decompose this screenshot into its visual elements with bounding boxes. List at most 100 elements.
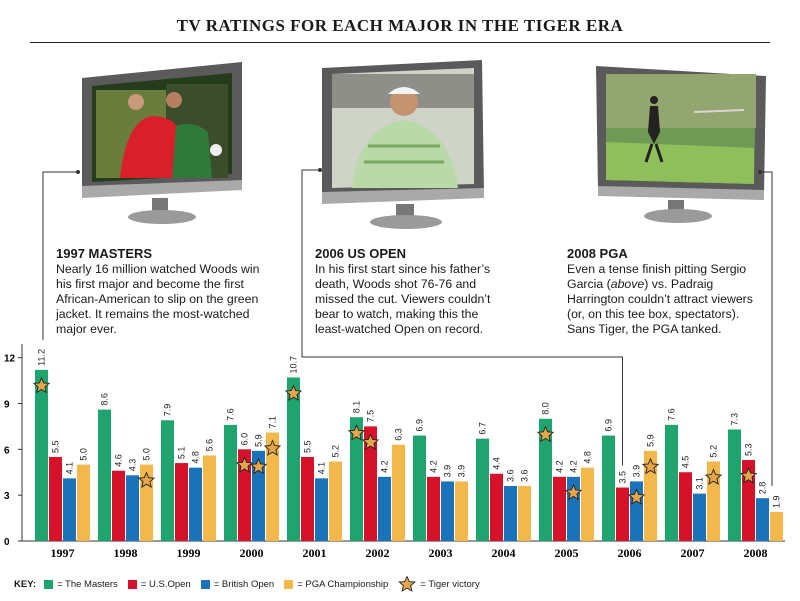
data-label: 3.1 bbox=[695, 477, 705, 490]
star-icon bbox=[361, 433, 380, 450]
bar-british-2004 bbox=[504, 485, 517, 541]
data-label: 4.3 bbox=[128, 459, 138, 472]
bar-usopen-2002 bbox=[364, 426, 377, 541]
x-tick-label: 2001 bbox=[303, 546, 327, 560]
bar-usopen-1997 bbox=[49, 456, 62, 541]
bar-usopen-2000 bbox=[238, 449, 251, 541]
data-label: 3.9 bbox=[632, 465, 642, 478]
data-label: 6.9 bbox=[415, 419, 425, 432]
bars bbox=[35, 369, 783, 541]
bar-usopen-2007 bbox=[679, 472, 692, 541]
star-icon bbox=[739, 466, 758, 484]
callout-heading: 1997 MASTERS bbox=[56, 246, 153, 261]
x-tick-label: 1999 bbox=[177, 546, 201, 560]
bar-pga-2005 bbox=[581, 467, 594, 541]
star-icon bbox=[284, 384, 303, 401]
bar-masters-2008 bbox=[728, 429, 741, 541]
legend-swatch-pga bbox=[284, 579, 294, 589]
callout-heading: 2008 PGA bbox=[567, 246, 628, 261]
data-label: 3.9 bbox=[443, 465, 453, 478]
data-label: 3.9 bbox=[457, 465, 467, 478]
data-label: 6.3 bbox=[394, 428, 404, 441]
star-icon bbox=[263, 439, 282, 456]
bar-pga-2001 bbox=[329, 461, 342, 541]
bar-pga-1997 bbox=[77, 464, 90, 541]
bar-british-2000 bbox=[252, 450, 265, 541]
data-label: 3.6 bbox=[520, 469, 530, 482]
x-tick-label: 2000 bbox=[240, 546, 264, 560]
connector-dot bbox=[76, 170, 80, 174]
callout-heading: 2006 US OPEN bbox=[315, 246, 407, 261]
x-tick-label: 2002 bbox=[366, 546, 390, 560]
legend-label-british: = British Open bbox=[213, 578, 275, 590]
bar-usopen-1999 bbox=[175, 463, 188, 541]
data-label: 5.2 bbox=[331, 445, 341, 458]
data-label: 1.9 bbox=[772, 495, 782, 508]
bar-usopen-2004 bbox=[490, 473, 503, 541]
x-tick-label: 2007 bbox=[681, 546, 705, 560]
bar-british-1999 bbox=[189, 467, 202, 541]
star-icon bbox=[627, 488, 646, 505]
callout-2008-pga: 2008 PGA Even a tense finish pitting Ser… bbox=[567, 246, 753, 337]
bar-usopen-1998 bbox=[112, 470, 125, 541]
x-tick-label: 1998 bbox=[114, 546, 138, 560]
star-icon bbox=[641, 457, 660, 475]
data-label: 4.2 bbox=[429, 460, 439, 473]
data-label: 8.0 bbox=[541, 402, 551, 415]
bar-british-2007 bbox=[693, 493, 706, 541]
data-label: 5.2 bbox=[709, 445, 719, 458]
legend-label-tiger: = Tiger victory bbox=[420, 578, 480, 590]
data-label: 4.8 bbox=[583, 451, 593, 464]
star-icon bbox=[32, 376, 51, 394]
callout-body: In his first start since his father’s de… bbox=[315, 262, 491, 336]
y-tick-label: 12 bbox=[4, 354, 16, 365]
x-tick-label: 2003 bbox=[429, 546, 453, 560]
legend-swatch-british bbox=[200, 579, 210, 589]
data-label: 4.2 bbox=[555, 460, 565, 473]
data-label: 5.9 bbox=[254, 434, 264, 447]
data-label: 8.1 bbox=[352, 401, 362, 414]
callout-body-part: ) vs. Padraig Harrington couldn’t attrac… bbox=[567, 277, 753, 336]
tv-icon bbox=[322, 60, 484, 229]
bar-masters-2005 bbox=[539, 418, 552, 541]
data-label: 11.2 bbox=[37, 349, 47, 366]
data-label: 7.1 bbox=[268, 416, 278, 429]
bar-masters-2007 bbox=[665, 424, 678, 541]
data-label: 7.9 bbox=[163, 404, 173, 417]
bar-masters-2002 bbox=[350, 417, 363, 541]
x-axis-labels: 1997 1998 1999 2000 2001 2002 2003 2004 2005 2006… bbox=[51, 546, 768, 560]
bar-pga-2003 bbox=[455, 481, 468, 541]
star-icon bbox=[235, 456, 254, 473]
tv-icon bbox=[82, 62, 242, 224]
legend-label-pga: = PGA Championship bbox=[297, 578, 389, 590]
star-icon bbox=[398, 576, 417, 592]
data-label: 5.3 bbox=[744, 444, 754, 457]
bar-british-2001 bbox=[315, 478, 328, 541]
connector-2006 bbox=[301, 169, 623, 466]
bar-usopen-2005 bbox=[553, 476, 566, 541]
callout-body-part: Even a tense finish pitting Sergio Garci… bbox=[567, 262, 747, 291]
data-label: 4.2 bbox=[380, 460, 390, 473]
bar-masters-1997 bbox=[35, 369, 48, 541]
data-label: 5.6 bbox=[205, 439, 215, 452]
tiger-victory-markers bbox=[32, 376, 758, 505]
star-icon bbox=[564, 483, 583, 501]
bar-masters-2000 bbox=[224, 424, 237, 541]
star-icon bbox=[704, 468, 723, 485]
y-tick-label: 6 bbox=[4, 445, 10, 456]
data-label: 5.0 bbox=[142, 448, 152, 461]
star-icon bbox=[249, 457, 268, 475]
star-icon bbox=[536, 425, 555, 443]
connector-1997 bbox=[42, 171, 78, 340]
callout-connectors bbox=[42, 168, 773, 486]
legend-label-usopen: = U.S.Open bbox=[140, 578, 191, 590]
callout-body-emphasis: above bbox=[610, 277, 645, 291]
callout-2006-us-open: 2006 US OPEN In his first start since hi… bbox=[315, 246, 505, 337]
legend-title: KEY: bbox=[14, 578, 36, 590]
x-tick-label: 2005 bbox=[555, 546, 579, 560]
bar-masters-2006 bbox=[602, 435, 615, 541]
bar-masters-2004 bbox=[476, 438, 489, 541]
data-label: 4.6 bbox=[114, 454, 124, 467]
legend-swatch-masters bbox=[44, 579, 53, 589]
bar-british-2008 bbox=[756, 498, 769, 541]
